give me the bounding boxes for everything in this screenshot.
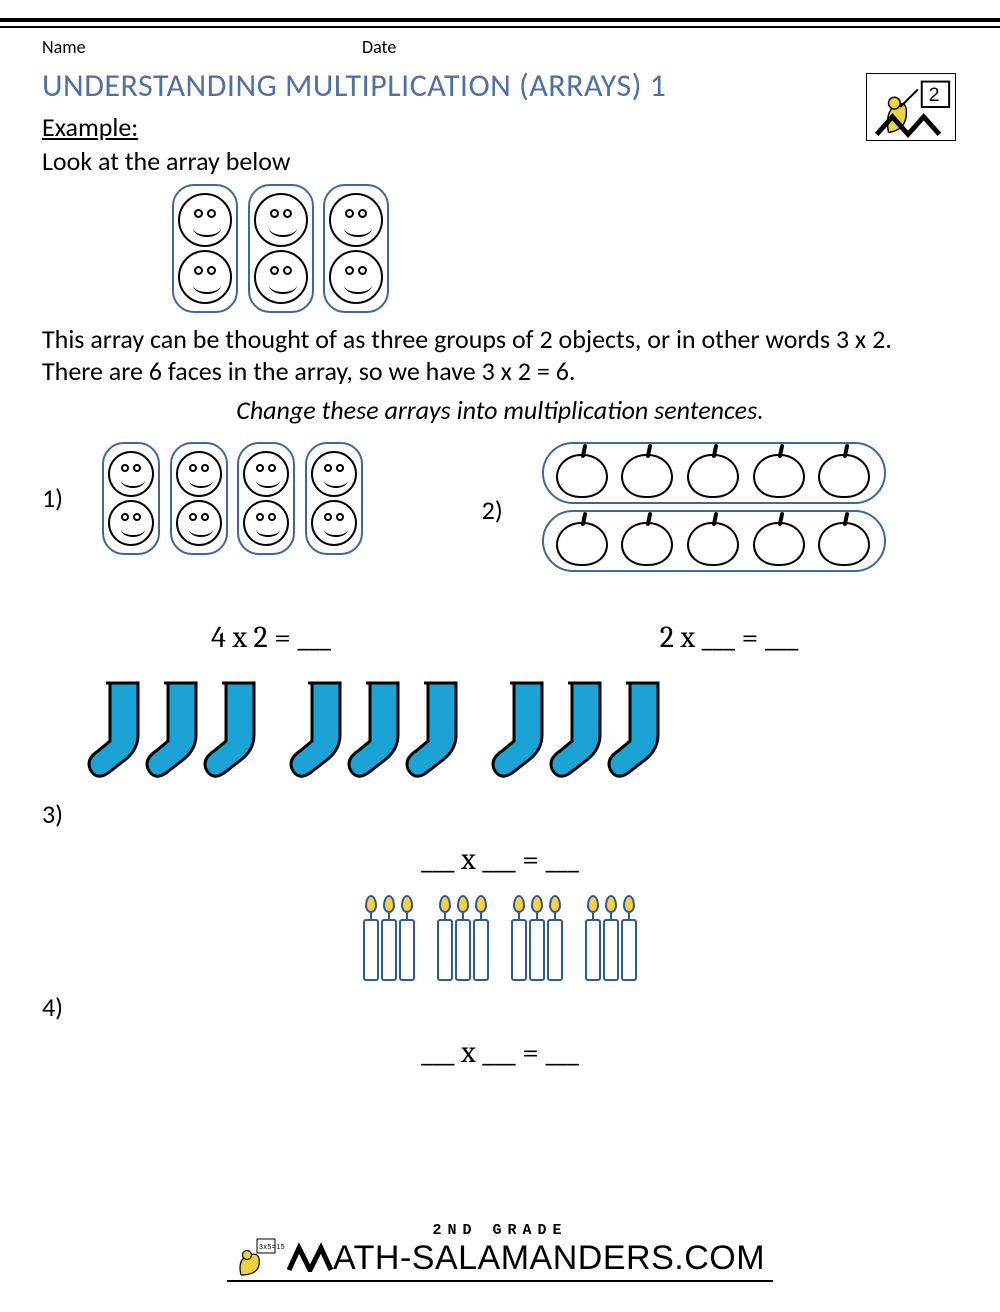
sock-icon bbox=[544, 677, 610, 785]
name-label: Name bbox=[42, 36, 362, 58]
problem-4-array bbox=[42, 895, 958, 983]
candle-icon bbox=[619, 895, 639, 983]
problem-3-equation: ___ x ___ = ___ bbox=[42, 842, 958, 877]
sock-icon bbox=[400, 677, 466, 785]
candle-icon bbox=[397, 895, 417, 983]
date-label: Date bbox=[362, 36, 396, 58]
apple-icon bbox=[621, 448, 675, 498]
apple-icon bbox=[818, 448, 872, 498]
problem-3-number: 3) bbox=[42, 798, 102, 830]
array-group bbox=[323, 184, 389, 313]
candle-icon bbox=[527, 895, 547, 983]
candle-icon bbox=[509, 895, 529, 983]
array-group bbox=[510, 895, 564, 983]
array-group bbox=[436, 895, 490, 983]
example-label: Example: bbox=[42, 111, 958, 143]
problem-2-number: 2) bbox=[482, 494, 542, 526]
problem-4-number: 4) bbox=[42, 991, 102, 1023]
candle-icon bbox=[545, 895, 565, 983]
problem-1-equation: 4 x 2 = ___ bbox=[42, 620, 500, 655]
logo-m-icon bbox=[287, 1242, 333, 1281]
candle-icon bbox=[435, 895, 455, 983]
array-group bbox=[362, 895, 416, 983]
top-double-rule bbox=[0, 18, 1000, 28]
apple-icon bbox=[556, 448, 610, 498]
apple-icon bbox=[687, 448, 741, 498]
candle-icon bbox=[379, 895, 399, 983]
sock-icon bbox=[284, 677, 350, 785]
candle-icon bbox=[583, 895, 603, 983]
equations-1-2: 4 x 2 = ___ 2 x ___ = ___ bbox=[42, 608, 958, 657]
apple-icon bbox=[818, 516, 872, 566]
mascot-icon: 3x5=15 bbox=[235, 1237, 293, 1277]
smiley-icon bbox=[178, 193, 232, 247]
grade-number: 2 bbox=[929, 84, 940, 106]
worksheet-page: Name Date 2 UNDERSTANDING MULTIPLICATION… bbox=[0, 36, 1000, 1070]
candle-icon bbox=[361, 895, 381, 983]
sock-icon bbox=[602, 677, 668, 785]
sock-icon bbox=[342, 677, 408, 785]
example-explanation: This array can be thought of as three gr… bbox=[42, 323, 958, 388]
problem-1-number: 1) bbox=[42, 482, 102, 514]
example-intro: Look at the array below bbox=[42, 145, 958, 178]
problem-4-equation: ___ x ___ = ___ bbox=[42, 1035, 958, 1070]
array-group bbox=[542, 442, 887, 504]
grade-logo: 2 bbox=[866, 73, 956, 141]
sock-icon bbox=[140, 677, 206, 785]
problems-row-1-2: 1) 2) bbox=[42, 434, 958, 578]
array-group bbox=[248, 184, 314, 313]
apple-icon bbox=[556, 516, 610, 566]
sock-icon bbox=[198, 677, 264, 785]
apple-icon bbox=[753, 516, 807, 566]
candle-icon bbox=[601, 895, 621, 983]
smiley-icon bbox=[329, 193, 383, 247]
sock-icon bbox=[486, 677, 552, 785]
name-date-row: Name Date bbox=[42, 36, 958, 58]
apple-icon bbox=[753, 448, 807, 498]
array-group bbox=[172, 184, 238, 313]
example-array bbox=[172, 184, 958, 313]
instruction: Change these arrays into multiplication … bbox=[42, 394, 958, 426]
sock-icon bbox=[82, 677, 148, 785]
worksheet-title: UNDERSTANDING MULTIPLICATION (ARRAYS) 1 bbox=[42, 66, 958, 105]
svg-text:3x5=15: 3x5=15 bbox=[259, 1244, 285, 1251]
footer: 2ND GRADE 3x5=15 ATH-SALAMANDERS.COM bbox=[0, 1222, 1000, 1282]
array-group bbox=[584, 895, 638, 983]
problem-1-array bbox=[102, 442, 482, 555]
smiley-icon bbox=[254, 250, 308, 304]
apple-icon bbox=[621, 516, 675, 566]
array-group bbox=[542, 510, 887, 572]
problem-2-equation: 2 x ___ = ___ bbox=[500, 620, 958, 655]
candle-icon bbox=[453, 895, 473, 983]
candle-icon bbox=[471, 895, 491, 983]
footer-site-name: 3x5=15 ATH-SALAMANDERS.COM bbox=[227, 1237, 773, 1282]
problem-3-array bbox=[82, 677, 958, 790]
apple-icon bbox=[687, 516, 741, 566]
smiley-icon bbox=[254, 193, 308, 247]
smiley-icon bbox=[329, 250, 383, 304]
problem-2-array bbox=[542, 442, 958, 578]
smiley-icon bbox=[178, 250, 232, 304]
